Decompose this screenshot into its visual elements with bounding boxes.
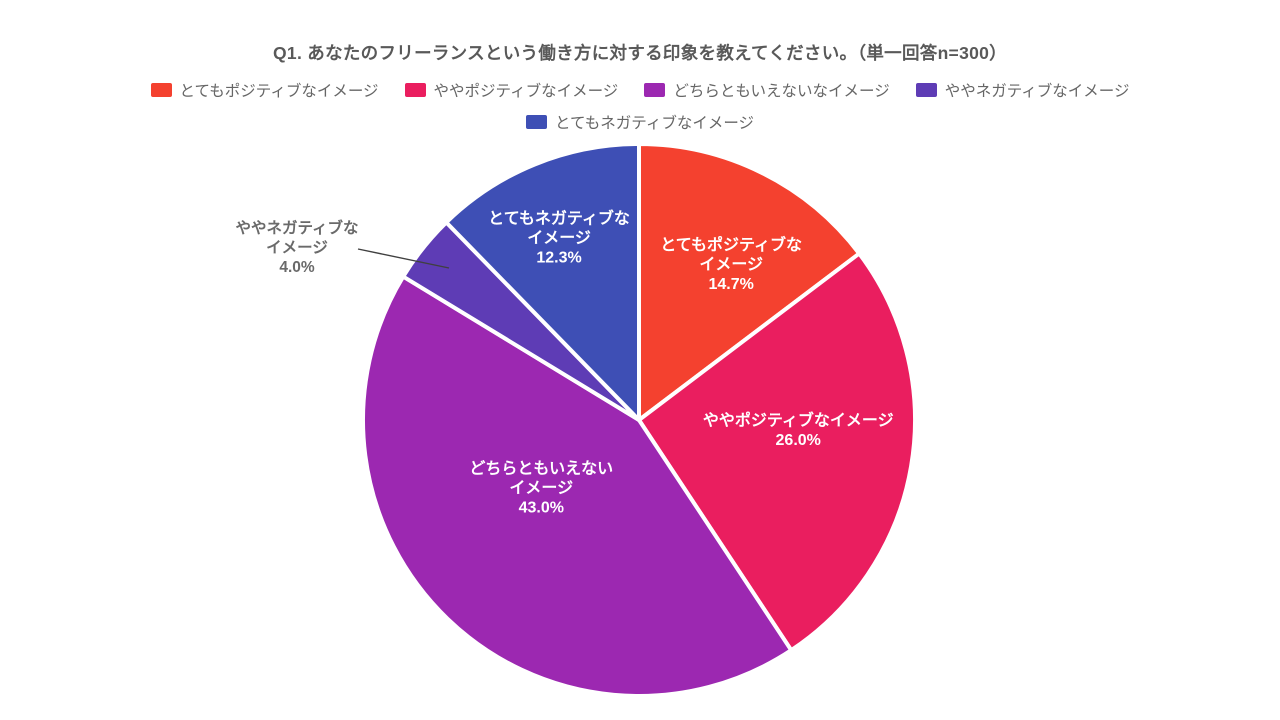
legend-swatch-icon (644, 83, 666, 97)
chart-title: Q1. あなたのフリーランスという働き方に対する印象を教えてください。（単一回答… (273, 43, 1007, 63)
pie-slice-label-2: どちらともいえないイメージ 43.0% (469, 459, 613, 516)
legend-label: ややポジティブなイメージ (433, 83, 619, 100)
legend-swatch-icon (150, 83, 172, 97)
leader-line (357, 248, 450, 269)
legend-label: とてもポジティブなイメージ (179, 83, 379, 100)
pie-slice-1 (637, 251, 917, 653)
pie-slice-label-1: ややポジティブなイメージ 26.0% (703, 411, 894, 450)
legend-swatch-icon (404, 83, 426, 97)
pie-slice-label-3: ややネガティブなイメージ 4.0% (235, 218, 358, 276)
legend-item-0: とてもポジティブなイメージ (150, 79, 379, 101)
legend-label: とてもネガティブなイメージ (554, 115, 755, 132)
legend: とてもポジティブなイメージ ややポジティブなイメージ どちらともいえないなイメージ や… (110, 79, 1170, 133)
legend-swatch-icon (915, 83, 937, 97)
pie-slice-label-0: とてもポジティブなイメージ 14.7% (660, 235, 802, 293)
legend-item-3: ややネガティブなイメージ (915, 79, 1130, 101)
legend-label: ややネガティブなイメージ (944, 83, 1130, 100)
pie-slice-4 (444, 142, 641, 422)
legend-item-2: どちらともいえないなイメージ (644, 79, 890, 101)
pie-slice-0 (637, 142, 862, 422)
pie-slice-2 (361, 274, 794, 698)
legend-item-1: ややポジティブなイメージ (404, 79, 619, 101)
legend-swatch-icon (525, 115, 547, 129)
legend-label: どちらともいえないなイメージ (673, 83, 890, 100)
pie-slice-label-4: とてもネガティブなイメージ 12.3% (488, 208, 630, 266)
legend-item-4: とてもネガティブなイメージ (525, 111, 755, 133)
